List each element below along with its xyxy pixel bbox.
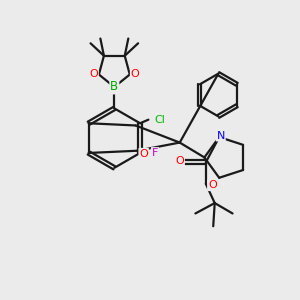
- Text: B: B: [110, 80, 118, 94]
- Text: F: F: [152, 148, 158, 158]
- Text: O: O: [131, 69, 140, 79]
- Text: O: O: [139, 149, 148, 159]
- Text: O: O: [208, 180, 217, 190]
- Text: N: N: [217, 130, 225, 141]
- Text: O: O: [175, 156, 184, 166]
- Text: Cl: Cl: [154, 115, 165, 125]
- Text: O: O: [89, 69, 98, 79]
